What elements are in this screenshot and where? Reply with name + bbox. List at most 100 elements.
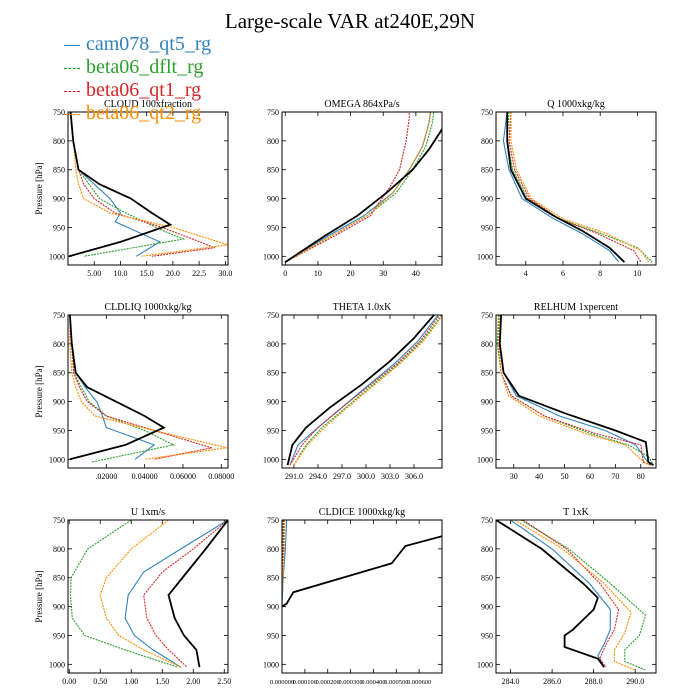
y-tick-label: 750 xyxy=(267,108,279,117)
y-tick-label: 950 xyxy=(267,426,279,435)
x-tick-label: 22.5 xyxy=(192,269,206,278)
y-tick-label: 800 xyxy=(53,340,65,349)
legend-swatch xyxy=(64,113,80,115)
x-tick-label: 303.0 xyxy=(381,472,399,481)
y-tick-label: 850 xyxy=(481,166,493,175)
series-line-orange xyxy=(69,315,228,460)
y-tick-label: 950 xyxy=(53,426,65,435)
y-tick-label: 950 xyxy=(53,631,65,640)
legend-swatch xyxy=(64,90,80,92)
y-tick-label: 800 xyxy=(267,137,279,146)
series-line-orange xyxy=(514,520,636,671)
x-tick-label: 300.0 xyxy=(357,472,375,481)
x-tick-label: 50 xyxy=(561,472,569,481)
y-tick-label: 800 xyxy=(53,137,65,146)
x-tick-label: 0.04000 xyxy=(132,472,158,481)
panel-title: THETA 1.0xK xyxy=(333,302,392,313)
x-tick-label: 4 xyxy=(524,269,528,278)
x-tick-label: 2.00 xyxy=(186,677,200,686)
panel-title: CLOUD 100xfraction xyxy=(104,99,192,110)
series-line-green xyxy=(69,112,186,257)
x-tick-label: 20 xyxy=(347,269,355,278)
x-tick-label: 1.50 xyxy=(155,677,169,686)
legend-swatch xyxy=(64,44,80,46)
y-tick-label: 900 xyxy=(481,398,493,407)
legend-swatch xyxy=(64,67,80,69)
series-line-green xyxy=(520,520,647,671)
y-tick-label: 750 xyxy=(481,108,493,117)
y-tick-label: 950 xyxy=(481,426,493,435)
y-tick-label: 1000 xyxy=(263,252,279,261)
y-tick-label: 850 xyxy=(53,166,65,175)
series-line-green xyxy=(285,112,435,263)
plot-frame xyxy=(281,314,443,469)
y-tick-label: 750 xyxy=(53,311,65,320)
x-tick-label: 306.0 xyxy=(405,472,423,481)
y-tick-label: 950 xyxy=(481,631,493,640)
series-line-black xyxy=(69,315,166,461)
series-line-orange xyxy=(69,112,228,257)
legend-item: beta06_dflt_rg xyxy=(64,56,211,79)
x-tick-label: .02000 xyxy=(95,472,117,481)
x-tick-label: 0.000400 xyxy=(361,679,385,686)
series-line-black xyxy=(496,520,605,668)
y-tick-label: 750 xyxy=(53,108,65,117)
y-tick-label: 900 xyxy=(481,603,493,612)
panel-6: U 1xm/s 750 800 850 900 950 1000 0.00 0.50 1.00 1.… xyxy=(34,507,231,686)
y-axis-label: Pressure [hPa] xyxy=(34,570,44,622)
y-axis-label: Pressure [hPa] xyxy=(34,365,44,417)
x-tick-label: 291.0 xyxy=(285,472,303,481)
figure-title: Large-scale VAR at240E,29N xyxy=(225,9,475,33)
panel-title: Q 1000xkg/kg xyxy=(547,99,605,110)
series-line-blue xyxy=(502,112,620,263)
y-tick-label: 900 xyxy=(267,195,279,204)
series-line-red xyxy=(285,112,410,263)
y-tick-label: 750 xyxy=(481,516,493,525)
x-tick-label: 10.0 xyxy=(113,269,127,278)
y-tick-label: 1000 xyxy=(263,660,279,669)
x-tick-label: 288.0 xyxy=(585,677,603,686)
x-tick-label: 1.00 xyxy=(124,677,138,686)
y-tick-label: 1000 xyxy=(263,455,279,464)
y-tick-label: 800 xyxy=(481,340,493,349)
series-line-black xyxy=(498,315,654,466)
plot-frame xyxy=(67,519,229,674)
y-tick-label: 800 xyxy=(53,545,65,554)
legend-label: beta06_qt1_rg xyxy=(86,79,202,101)
y-tick-label: 750 xyxy=(481,311,493,320)
plot-frame xyxy=(495,111,657,266)
panel-title: OMEGA 864xPa/s xyxy=(324,99,399,110)
y-tick-label: 850 xyxy=(53,574,65,583)
x-tick-label: 30 xyxy=(510,472,518,481)
plot-frame xyxy=(495,314,657,469)
series-line-black xyxy=(284,128,442,263)
x-tick-label: 30.0 xyxy=(218,269,232,278)
legend-item: cam078_qt5_rg xyxy=(64,33,211,56)
series-line-orange xyxy=(497,315,649,466)
x-tick-label: 297.0 xyxy=(333,472,351,481)
y-tick-label: 900 xyxy=(53,195,65,204)
series-line-green xyxy=(506,112,653,263)
panel-title: CLDLIQ 1000xkg/kg xyxy=(105,302,192,313)
series-line-blue xyxy=(499,315,652,466)
panel-5: RELHUM 1xpercent 750 800 850 900 950 1000 30 40 5… xyxy=(477,302,657,481)
x-tick-label: 20.0 xyxy=(166,269,180,278)
y-tick-label: 850 xyxy=(267,574,279,583)
panel-0: CLOUD 100xfraction 750 800 850 900 950 1000 5.0… xyxy=(34,99,232,278)
x-tick-label: 0.000300 xyxy=(338,679,362,686)
series-line-green xyxy=(69,315,176,463)
y-tick-label: 800 xyxy=(481,545,493,554)
plot-frame xyxy=(281,111,443,266)
panel-title: U 1xm/s xyxy=(131,507,165,518)
x-tick-label: 0.00 xyxy=(62,677,76,686)
series-line-red xyxy=(289,315,441,466)
legend-label: beta06_dflt_rg xyxy=(86,56,204,78)
y-tick-label: 900 xyxy=(53,398,65,407)
legend-label: cam078_qt5_rg xyxy=(86,33,212,55)
panel-8: T 1xK 750 800 850 900 950 1000 284.0 286.0 288.0 2… xyxy=(477,507,657,686)
x-tick-label: 30 xyxy=(379,269,387,278)
x-tick-label: 0.08000 xyxy=(208,472,234,481)
x-tick-label: 0.50 xyxy=(93,677,107,686)
x-tick-label: 0.06000 xyxy=(170,472,196,481)
panel-1: OMEGA 864xPa/s 750 800 850 900 950 1000 0 10 20 30… xyxy=(263,99,443,278)
